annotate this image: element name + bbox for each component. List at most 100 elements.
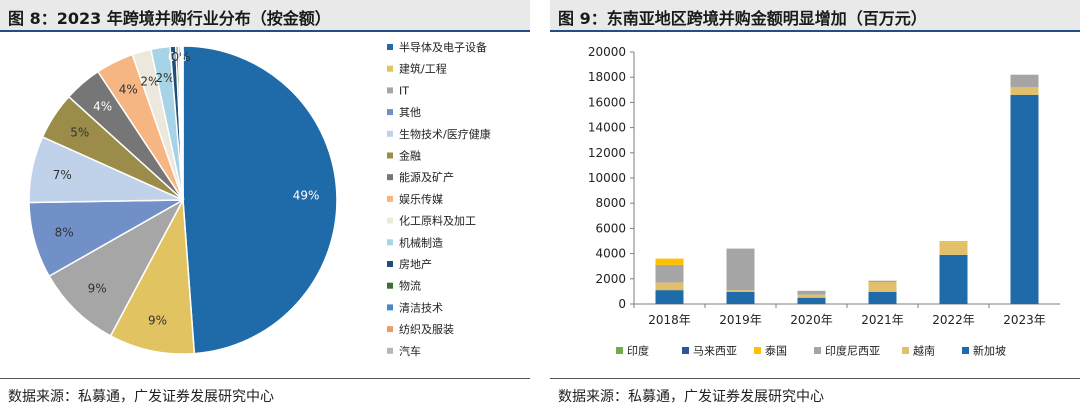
pie-legend-swatch-1 — [387, 65, 393, 72]
bar-legend-label-5: 新加坡 — [973, 344, 1006, 358]
pie-legend-label-10: 房地产 — [399, 257, 432, 271]
pie-legend-label-7: 娱乐传媒 — [399, 192, 443, 206]
y-tick-label-9: 18000 — [588, 70, 626, 84]
right-source-text: 数据来源：私募通，广发证券发展研究中心 — [558, 389, 824, 405]
bar-legend-swatch-5 — [962, 347, 969, 354]
right-chart-title: 图 9：东南亚地区跨境并购金额明显增加（百万元） — [558, 9, 927, 28]
y-tick-label-0: 0 — [618, 297, 626, 311]
bar-0-series-3 — [655, 264, 684, 283]
pie-legend-swatch-8 — [387, 217, 393, 224]
pie-label-7: 4% — [119, 83, 138, 97]
bar-legend-swatch-3 — [814, 347, 821, 354]
right-source-bar: 数据来源：私募通，广发证券发展研究中心 — [550, 378, 1080, 409]
pie-legend-swatch-3 — [387, 109, 393, 116]
y-tick-label-5: 10000 — [588, 171, 626, 185]
stacked-bar-chart: 0 2000 4000 6000 8000 10000 12000 14000 16000 180… — [588, 45, 1060, 358]
bar-0-series-2 — [655, 258, 684, 265]
pie-legend-label-2: IT — [399, 84, 409, 97]
y-tick-label-10: 20000 — [588, 45, 626, 59]
x-tick-label-5: 2023年 — [1003, 313, 1046, 327]
bar-legend-swatch-2 — [754, 347, 761, 354]
bar-3-series-5 — [868, 292, 897, 304]
y-tick-label-7: 14000 — [588, 121, 626, 135]
y-tick-label-3: 6000 — [595, 221, 626, 235]
pie-chart: 49%9%9%8%7%5%4%4%2%2%0%0%半导体及电子设备建筑/工程IT… — [28, 40, 491, 358]
pie-legend-label-5: 金融 — [399, 149, 421, 163]
bar-legend-label-1: 马来西亚 — [693, 345, 737, 358]
pie-label-1: 9% — [148, 314, 167, 328]
pie-slice-0 — [182, 45, 338, 355]
right-chart-panel: 图 9：东南亚地区跨境并购金额明显增加（百万元） 0 2000 4000 6000 80… — [550, 0, 1080, 408]
pie-legend-label-13: 纺织及服装 — [399, 322, 454, 336]
pie-legend-label-6: 能源及矿产 — [399, 170, 454, 184]
pie-slice-14 — [180, 45, 184, 201]
bar-legend-label-2: 泰国 — [765, 344, 787, 358]
pie-legend-swatch-13 — [387, 326, 393, 333]
x-tick-label-4: 2022年 — [932, 313, 975, 327]
bar-0-series-5 — [655, 290, 684, 304]
pie-legend-label-0: 半导体及电子设备 — [399, 40, 487, 54]
y-tick-label-1: 2000 — [595, 272, 626, 286]
pie-label-6: 4% — [93, 100, 112, 114]
pie-legend-label-11: 物流 — [399, 279, 421, 293]
pie-legend-swatch-2 — [387, 87, 393, 94]
pie-legend-swatch-10 — [387, 261, 393, 267]
x-tick-label-1: 2019年 — [719, 313, 762, 327]
y-tick-label-4: 8000 — [595, 196, 626, 210]
left-chart-title: 图 8：2023 年跨境并购行业分布（按金额） — [8, 9, 331, 28]
pie-legend-swatch-5 — [387, 152, 393, 159]
bar-legend-swatch-0 — [616, 347, 623, 354]
bar-4-series-4 — [939, 242, 968, 255]
pie-label-5: 5% — [70, 126, 89, 140]
pie-legend-label-14: 汽车 — [399, 344, 421, 358]
bar-1-series-5 — [726, 292, 755, 304]
pie-label-4: 7% — [53, 168, 72, 182]
pie-label-0: 49% — [293, 189, 320, 203]
bar-1-series-3 — [726, 248, 755, 291]
x-tick-label-3: 2021年 — [861, 313, 904, 327]
pie-legend-swatch-7 — [387, 195, 393, 202]
pie-legend-swatch-6 — [387, 174, 393, 181]
y-tick-label-8: 16000 — [588, 95, 626, 109]
pie-label-3: 8% — [55, 226, 74, 240]
pie-label-8: 2% — [140, 74, 159, 88]
bar-5-series-4 — [1010, 87, 1039, 95]
pie-legend-swatch-0 — [387, 44, 393, 50]
bar-4-series-2 — [939, 241, 968, 243]
bar-1-series-4 — [726, 290, 755, 292]
pie-legend-label-3: 其他 — [399, 106, 421, 119]
y-tick-label-6: 12000 — [588, 146, 626, 160]
pie-legend-swatch-4 — [387, 130, 393, 137]
pie-legend-label-1: 建筑/工程 — [399, 62, 447, 76]
left-source-text: 数据来源：私募通，广发证券发展研究中心 — [8, 389, 274, 405]
bar-3-series-4 — [868, 281, 897, 292]
bar-5-series-3 — [1010, 74, 1039, 88]
pie-slice-1 — [109, 197, 196, 355]
x-tick-label-0: 2018年 — [648, 313, 691, 327]
bar-3-series-3 — [868, 280, 897, 282]
left-chart-panel: 图 8：2023 年跨境并购行业分布（按金额） 49% 9% 9% 8% 7% 5% 4% 4… — [0, 0, 530, 408]
bar-2-series-3 — [797, 290, 826, 295]
bar-legend-swatch-1 — [682, 347, 689, 354]
bar-legend-label-0: 印度 — [627, 344, 649, 358]
pie-legend-label-4: 生物技术/医疗健康 — [399, 127, 491, 141]
bar-2-series-5 — [797, 297, 826, 304]
left-title-bar: 图 8：2023 年跨境并购行业分布（按金额） — [0, 0, 530, 32]
y-tick-label-2: 4000 — [595, 247, 626, 261]
x-tick-label-2: 2020年 — [790, 313, 833, 327]
pie-legend-swatch-12 — [387, 304, 393, 311]
bar-2-series-4 — [797, 294, 826, 298]
pie-legend-label-12: 清洁技术 — [399, 301, 443, 314]
bar-legend-label-3: 印度尼西亚 — [825, 344, 880, 358]
pie-legend-swatch-14 — [387, 347, 393, 354]
bar-legend-label-4: 越南 — [913, 344, 935, 358]
bar-5-series-5 — [1010, 94, 1039, 304]
pie-label-9: 2% — [155, 71, 174, 85]
pie-label-2: 9% — [88, 281, 107, 295]
pie-legend-label-9: 机械制造 — [399, 235, 443, 249]
pie-legend-label-8: 化工原料及加工 — [399, 214, 476, 228]
left-source-bar: 数据来源：私募通，广发证券发展研究中心 — [0, 378, 530, 409]
pie-slice-2 — [48, 198, 185, 337]
bar-0-series-4 — [655, 282, 684, 291]
pie-legend-swatch-9 — [387, 239, 393, 246]
